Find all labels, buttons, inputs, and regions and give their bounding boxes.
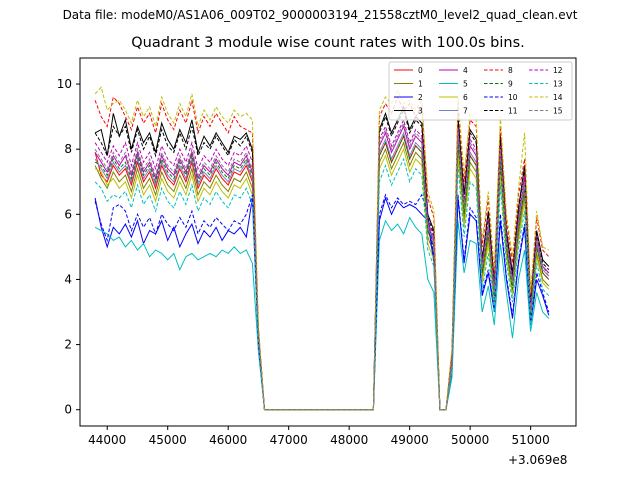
- y-tick-label: 2: [64, 338, 72, 352]
- series-line-10: [94, 193, 550, 411]
- series-lines: [94, 86, 550, 411]
- x-tick-label: 45000: [149, 433, 187, 447]
- y-tick-label: 6: [64, 207, 72, 221]
- x-axis: 44000 45000 46000 47000 48000 49000 50000 51000: [88, 426, 550, 447]
- legend-label-14: 14: [553, 93, 563, 102]
- x-tick-label: 50000: [451, 433, 489, 447]
- data-file-caption: Data file: modeM0/AS1A06_009T02_90000031…: [62, 8, 578, 22]
- x-tick-label: 46000: [209, 433, 247, 447]
- chart-title: Quadrant 3 module wise count rates with …: [131, 35, 525, 51]
- legend-label-1: 1: [418, 80, 423, 89]
- x-tick-label: 44000: [88, 433, 126, 447]
- y-axis: 0 2 4 6 8 10: [57, 77, 80, 417]
- x-tick-label: 47000: [270, 433, 308, 447]
- legend-label-13: 13: [553, 80, 563, 89]
- legend-label-12: 12: [553, 66, 563, 75]
- legend-label-5: 5: [463, 80, 468, 89]
- legend-label-15: 15: [553, 107, 563, 116]
- series-line-8: [94, 95, 550, 411]
- legend-label-10: 10: [508, 93, 518, 102]
- legend-label-2: 2: [418, 93, 423, 102]
- legend-label-7: 7: [463, 107, 468, 116]
- series-line-13: [94, 157, 550, 411]
- plot-frame: [79, 57, 577, 427]
- x-tick-label: 49000: [391, 433, 429, 447]
- legend-box: [388, 61, 573, 121]
- y-tick-label: 10: [57, 77, 72, 91]
- series-line-15: [94, 121, 550, 411]
- x-offset-label: +3.069e8: [508, 453, 568, 467]
- legend-label-3: 3: [418, 107, 423, 116]
- legend-label-9: 9: [508, 80, 513, 89]
- legend-label-6: 6: [463, 93, 468, 102]
- y-tick-label: 0: [64, 403, 72, 417]
- y-tick-label: 8: [64, 142, 72, 156]
- legend-label-0: 0: [418, 66, 423, 75]
- legend-label-8: 8: [508, 66, 513, 75]
- series-line-14: [94, 86, 550, 411]
- legend-label-11: 11: [508, 107, 518, 116]
- x-tick-label: 48000: [330, 433, 368, 447]
- y-tick-label: 4: [64, 272, 72, 286]
- x-tick-label: 51000: [512, 433, 550, 447]
- legend-label-4: 4: [463, 66, 468, 75]
